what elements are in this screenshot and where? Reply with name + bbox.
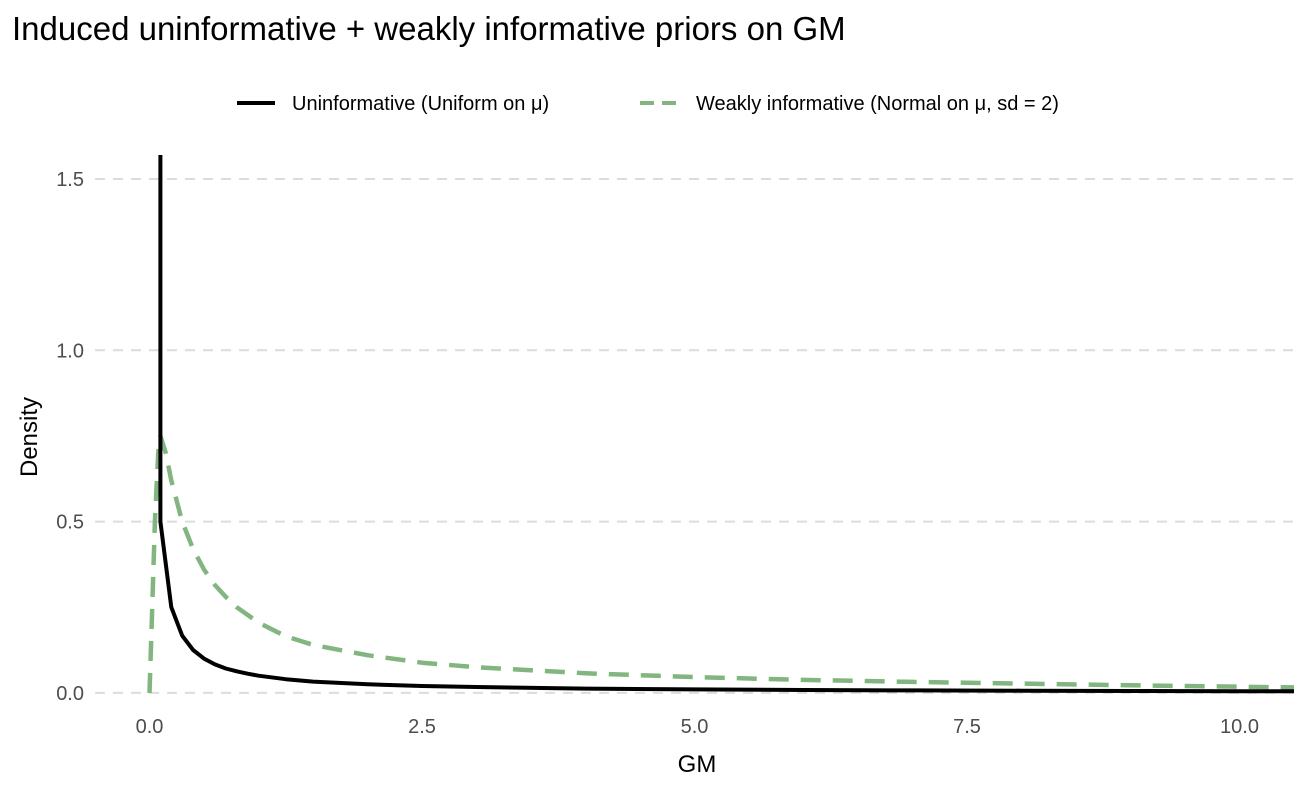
- x-tick-label: 2.5: [408, 716, 436, 738]
- y-tick-label: 1.5: [56, 169, 84, 191]
- plot-series: [147, 155, 1295, 694]
- chart-title: Induced uninformative + weakly informati…: [12, 10, 846, 47]
- legend-label-uninformative: Uninformative (Uniform on μ): [292, 93, 549, 115]
- legend: Uninformative (Uniform on μ) Weakly info…: [237, 93, 1059, 115]
- y-tick-label: 0.5: [56, 512, 84, 534]
- x-tick-label: 0.0: [136, 716, 164, 738]
- y-tick-label: 0.0: [56, 683, 84, 705]
- series-line-uninformative: [158, 155, 1294, 694]
- series-line-weakly-informative: [147, 433, 1295, 693]
- y-tick-label: 1.0: [56, 340, 84, 362]
- x-tick-label: 10.0: [1220, 716, 1259, 738]
- y-axis-ticks: 0.0 0.5 1.0 1.5: [56, 169, 84, 705]
- x-tick-label: 7.5: [953, 716, 981, 738]
- x-axis-ticks: 0.0 2.5 5.0 7.5 10.0: [136, 716, 1259, 738]
- legend-label-weakly-informative: Weakly informative (Normal on μ, sd = 2): [696, 93, 1059, 115]
- x-axis-title: GM: [678, 751, 717, 778]
- y-axis-title: Density: [16, 397, 43, 477]
- x-tick-label: 5.0: [681, 716, 709, 738]
- gridlines: [95, 177, 1294, 694]
